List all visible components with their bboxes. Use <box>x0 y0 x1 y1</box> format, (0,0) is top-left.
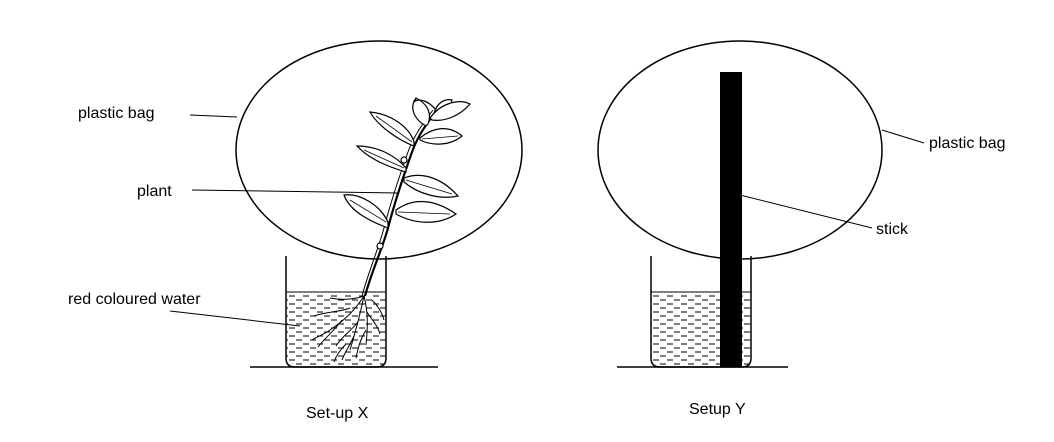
label-plant: plant <box>137 183 172 200</box>
label-red-coloured-water: red coloured water <box>68 291 201 308</box>
leader-plastic-bag-y <box>881 129 925 144</box>
label-stick: stick <box>876 221 909 238</box>
beaker-y <box>650 256 752 368</box>
caption-setup-y: Setup Y <box>689 401 746 418</box>
red-coloured-water <box>286 291 386 367</box>
leader-red-coloured-water <box>169 310 301 327</box>
leader-stick <box>739 194 873 229</box>
beaker-x <box>285 256 387 368</box>
leader-plastic-bag-x <box>189 114 238 118</box>
label-plastic-bag-x: plastic bag <box>78 105 155 122</box>
plastic-bag-x <box>235 40 523 260</box>
label-plastic-bag-y: plastic bag <box>929 135 1006 152</box>
caption-setup-x: Set-up X <box>306 405 369 422</box>
leader-plant <box>191 189 399 194</box>
plant <box>311 97 471 363</box>
stick <box>720 72 742 367</box>
setup-y: plastic bag stick Setup Y <box>597 40 1006 418</box>
setup-x: plastic bag plant red coloured water Set… <box>68 40 523 422</box>
